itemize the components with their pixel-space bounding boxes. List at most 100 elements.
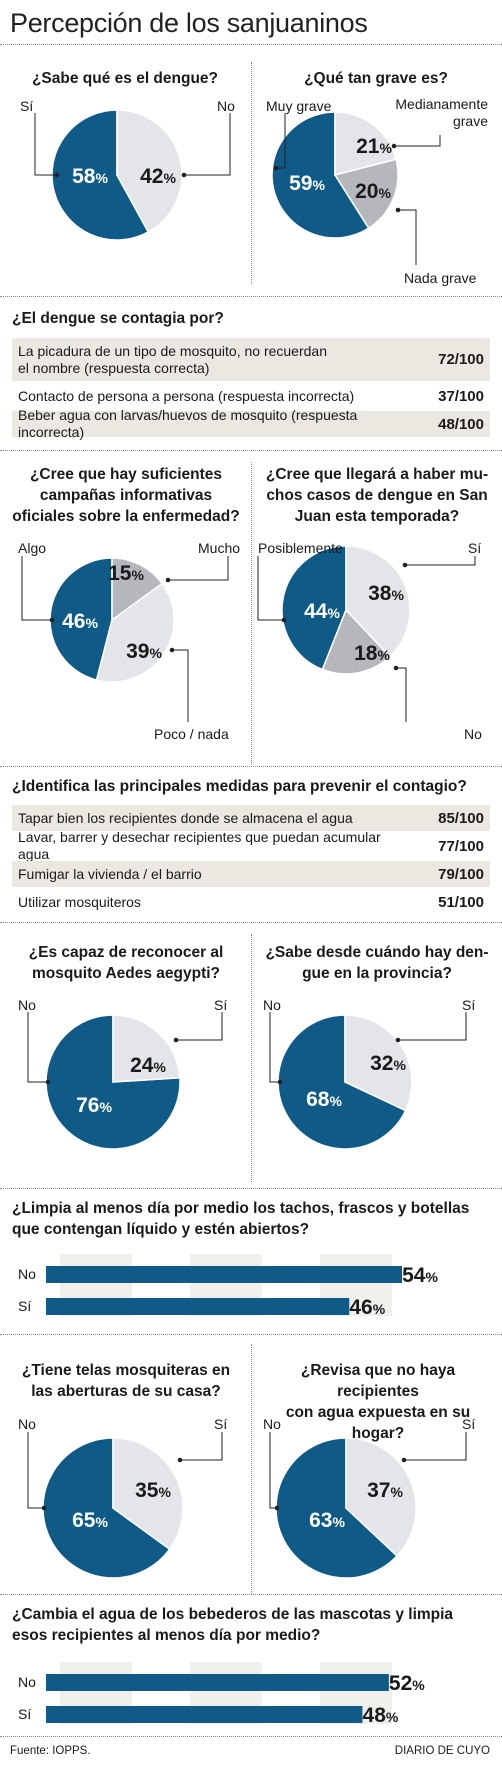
leader-line	[276, 113, 286, 169]
bar-category-label: Sí	[18, 1706, 31, 1722]
bar-value-label: 54%	[402, 1264, 438, 1287]
leader-line	[398, 1012, 467, 1041]
question-telas: ¿Tiene telas mosquiteras en las abertura…	[21, 1362, 231, 1400]
label-telas-no: No	[18, 1416, 36, 1432]
bar-value-label: 46%	[349, 1296, 385, 1319]
label-casos-no: No	[464, 726, 482, 742]
bar	[46, 1298, 350, 1315]
leader-dot	[395, 207, 401, 213]
divider	[0, 1334, 502, 1335]
leader-line	[172, 649, 189, 722]
pie-slice	[271, 111, 370, 239]
divider	[0, 44, 502, 45]
leader-dot	[173, 1037, 179, 1043]
column-divider	[251, 1344, 252, 1594]
pie-value-label: 68%	[306, 1088, 342, 1111]
row-text: Contacto de persona a persona (respuesta…	[18, 387, 355, 404]
pie-slice	[112, 1437, 184, 1551]
divider	[0, 296, 502, 297]
leader-dot	[391, 143, 397, 149]
question-limpia: ¿Limpia al menos día por medio los tacho…	[12, 1200, 470, 1238]
pie-value-label: 15%	[108, 562, 144, 585]
table-row: Lavar, barrer y desechar recipientes que…	[12, 829, 490, 862]
leader-line	[398, 209, 417, 265]
pie-value-label: 24%	[130, 1054, 166, 1077]
label-casos-si: Sí	[468, 540, 482, 556]
leader-dot	[49, 617, 55, 623]
question-campanas: ¿Cree que hay suficientes campañas infor…	[12, 466, 240, 525]
bar-category-label: Sí	[18, 1298, 31, 1314]
leader-line	[27, 1432, 44, 1509]
contagio-table: La picadura de un tipo de mosquito, no r…	[12, 338, 490, 440]
pie-value-label: 18%	[354, 642, 390, 665]
label-desde-no: No	[263, 997, 281, 1013]
pie-value-label: 32%	[370, 1052, 406, 1075]
pie-value-label: 39%	[126, 640, 162, 663]
leader-line	[269, 1012, 280, 1083]
row-value: 85/100	[438, 809, 484, 827]
pie-value-label: 20%	[355, 180, 391, 203]
leader-line	[257, 556, 284, 621]
leader-dot	[401, 1457, 407, 1463]
leader-dot	[281, 617, 287, 623]
column-divider	[251, 462, 252, 767]
question-grave: ¿Qué tan grave es?	[304, 70, 448, 87]
label-desde-si: Sí	[462, 997, 476, 1013]
pie-value-label: 38%	[368, 582, 404, 605]
row-text: Lavar, barrer y desechar recipientes que…	[18, 829, 381, 862]
divider	[0, 1188, 502, 1189]
bar	[46, 1266, 402, 1283]
leader-line	[269, 1432, 277, 1509]
row-value: 48/100	[438, 415, 484, 433]
pie-slice	[334, 111, 397, 176]
divider	[0, 922, 502, 923]
pie-value-label: 42%	[140, 165, 176, 188]
leader-line	[176, 1012, 223, 1041]
label-poco-nada: Poco / nada	[154, 726, 229, 742]
leader-dot	[54, 172, 60, 178]
row-text: Beber agua con larvas/huevos de mosquito…	[18, 407, 358, 440]
leader-dot	[169, 647, 175, 653]
pie-slice	[49, 557, 113, 681]
question-dengue: ¿Sabe qué es el dengue?	[31, 70, 219, 87]
pie-slice	[333, 158, 399, 230]
label-nada-grave: Nada grave	[404, 270, 477, 286]
label-algo: Algo	[18, 540, 47, 556]
pie-value-label: 37%	[367, 1479, 403, 1502]
pie-slice	[42, 1437, 171, 1579]
row-value: 77/100	[438, 837, 484, 855]
label-medianamente-grave: Medianamente grave	[395, 96, 488, 129]
pie-slice	[45, 1014, 181, 1150]
label-revisa-no: No	[263, 1416, 281, 1432]
pie-value-label: 46%	[62, 610, 98, 633]
pie-slice	[345, 545, 411, 658]
row-text: Utilizar mosquiteros	[18, 893, 141, 910]
leader-line	[180, 1432, 223, 1461]
pie-slice	[277, 1014, 407, 1150]
leader-dot	[41, 1505, 47, 1511]
row-value: 72/100	[438, 351, 484, 368]
leader-dot	[402, 562, 408, 568]
question-contagio: ¿El dengue se contagia por?	[12, 310, 224, 327]
leader-line	[21, 556, 52, 621]
table-row: La picadura de un tipo de mosquito, no r…	[12, 338, 490, 381]
pie-slice	[281, 545, 347, 671]
table-row: Tapar bien los recipientes donde se alma…	[12, 805, 490, 831]
leader-line	[394, 135, 441, 147]
row-text: La picadura de un tipo de mosquito, no r…	[18, 342, 327, 376]
row-text: Tapar bien los recipientes donde se alma…	[18, 809, 353, 826]
pie-value-label: 44%	[304, 600, 340, 623]
label-dengue-no: No	[217, 98, 235, 114]
pie-value-label: 21%	[356, 135, 392, 158]
label-mucho: Mucho	[198, 540, 241, 556]
publisher-name: DIARIO DE CUYO	[394, 1745, 490, 1757]
divider	[0, 1594, 502, 1595]
bar	[46, 1706, 363, 1723]
leader-line	[404, 1432, 467, 1461]
pie-slice	[321, 608, 391, 675]
divider	[0, 450, 502, 451]
pie-value-label: 58%	[72, 165, 108, 188]
pie-value-label: 59%	[289, 172, 325, 195]
question-casos: ¿Cree que llegará a haber mu- chos casos…	[265, 466, 489, 525]
